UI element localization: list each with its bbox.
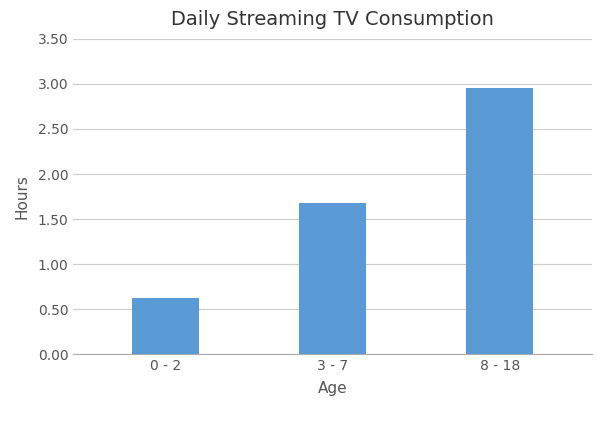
Bar bbox=[466, 89, 533, 354]
Bar bbox=[132, 299, 199, 354]
Text: STREAMIST: STREAMIST bbox=[467, 403, 583, 422]
Y-axis label: Hours: Hours bbox=[14, 174, 29, 219]
Text: x: x bbox=[450, 403, 462, 422]
Bar bbox=[299, 203, 366, 354]
X-axis label: Age: Age bbox=[318, 381, 347, 397]
Text: e: e bbox=[431, 403, 443, 422]
Title: Daily Streaming TV Consumption: Daily Streaming TV Consumption bbox=[171, 10, 494, 29]
